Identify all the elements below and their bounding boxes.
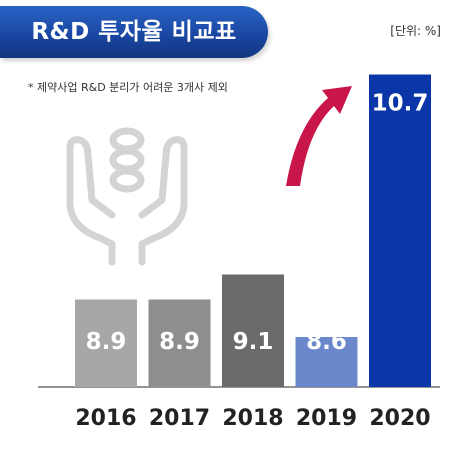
bar-2019 <box>295 337 358 387</box>
bar-2017 <box>148 299 211 387</box>
data-label-2018: 9.1 <box>233 329 274 355</box>
x-tick-label-2018: 2018 <box>222 406 283 431</box>
footnote: * 제약사업 R&D 분리가 어려운 3개사 제외 <box>28 81 228 94</box>
x-tick-label-2016: 2016 <box>75 406 136 431</box>
x-tick-label-2017: 2017 <box>149 406 210 431</box>
hands-holding-coins-icon <box>66 127 188 266</box>
x-tick-label-2019: 2019 <box>296 406 357 431</box>
chart-title: R&D 투자율 비교표 <box>31 19 237 45</box>
data-label-2016: 8.9 <box>86 329 127 355</box>
data-label-2017: 8.9 <box>159 329 200 355</box>
unit-label: [단위: %] <box>390 24 441 38</box>
bar-2016 <box>75 299 137 387</box>
data-label-2020: 10.7 <box>372 91 429 117</box>
x-tick-label-2020: 2020 <box>369 406 430 431</box>
bar-2018 <box>222 274 284 387</box>
data-label-2019: 8.6 <box>306 329 347 355</box>
title-banner <box>0 6 268 58</box>
curved-arrow-up-icon <box>286 86 352 186</box>
bar-2020 <box>369 74 431 387</box>
